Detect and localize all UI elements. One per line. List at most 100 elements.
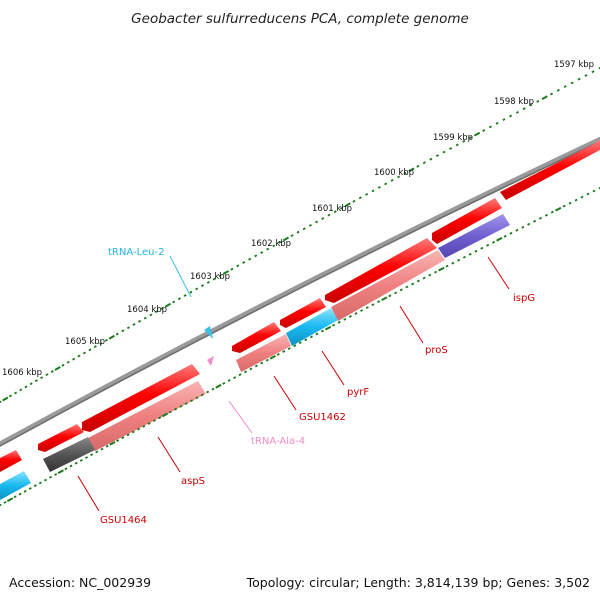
inner-track-minor-tick [348,315,352,318]
gene-forward[interactable] [82,364,200,432]
inner-track-major-tick [381,296,388,301]
label-gsu1464[interactable]: GSU1464 [100,515,147,526]
outer-track-minor-tick [248,257,252,261]
outer-track-minor-tick [390,179,394,182]
gene-gsu1464[interactable] [43,437,95,472]
inner-tick-track [0,186,600,507]
inner-track-minor-tick [126,433,130,437]
trna-ala-4-marker[interactable] [207,356,214,366]
tick-label: 1604 kbp [127,305,167,315]
outer-track-minor-tick [230,267,234,271]
outer-track-minor-tick [502,118,506,121]
inner-track-minor-tick [238,373,242,377]
inner-track-minor-tick [309,335,313,339]
inner-track-minor-tick [49,475,53,479]
label-pyrf[interactable]: pyrF [347,387,369,398]
gene-gsu1462[interactable] [236,334,291,372]
outer-track-minor-tick [50,370,54,373]
outer-track-major-tick [2,396,9,402]
inner-track-major-tick [161,412,169,418]
outer-track-minor-tick [99,342,103,345]
gene-forward[interactable] [232,322,281,353]
topology-text: Topology: circular; Length: 3,814,139 bp… [246,575,590,590]
inner-track-minor-tick [23,489,27,493]
outer-track-major-tick [541,95,548,100]
outer-track-minor-tick [242,261,246,264]
gene-forward[interactable] [280,298,326,328]
outer-track-minor-tick [468,136,472,140]
outer-track-minor-tick [327,213,331,217]
outer-track-major-tick [282,236,289,242]
outer-track-minor-tick [126,326,130,330]
outer-track-minor-tick [462,139,466,143]
outer-track-minor-tick [509,114,513,118]
inner-track-minor-tick [491,240,496,244]
outer-track-minor-tick [536,100,540,103]
outer-track-minor-tick [365,193,369,196]
outer-track-minor-tick [549,92,554,96]
outer-track-minor-tick [591,70,595,74]
inner-track-minor-tick [533,219,537,223]
inner-track-minor-tick [399,288,403,292]
inner-track-major-tick [215,383,222,389]
label-pros[interactable]: proS [425,345,448,356]
outer-track-minor-tick [358,196,362,200]
label-trna-ala-4[interactable]: tRNA-Ala-4 [251,436,305,447]
gene-forward[interactable] [38,424,84,452]
gene-reverse[interactable] [0,471,31,500]
outer-track-minor-tick [218,274,222,278]
inner-track-minor-tick [515,228,519,232]
label-asps[interactable]: aspS [181,476,205,487]
inner-track-minor-tick [13,495,17,499]
outer-track-minor-tick [77,354,81,358]
outer-track-minor-tick [104,338,108,342]
callout-pros [399,305,424,344]
gene-forward[interactable] [325,238,437,303]
callout-gsu1462 [273,375,297,411]
inner-track-minor-tick [354,312,358,315]
outer-track-major-tick [164,302,171,308]
outer-track-minor-tick [143,316,147,320]
gene-pyrf[interactable] [286,308,338,346]
inner-track-minor-tick [84,456,89,459]
inner-track-minor-tick [174,407,178,411]
outer-track-minor-tick [397,175,401,179]
inner-track-minor-tick [428,273,432,277]
inner-track-minor-tick [200,393,204,397]
outer-track-minor-tick [302,227,306,231]
label-ispg[interactable]: ispG [513,293,535,304]
inner-track-minor-tick [3,501,7,504]
gene-forward[interactable] [500,140,600,200]
outer-tick-track [0,66,600,404]
outer-track-major-tick [108,334,115,340]
outer-track-minor-tick [435,154,440,157]
label-trna-leu-2[interactable]: tRNA-Leu-2 [108,247,164,258]
outer-track-minor-tick [93,345,97,349]
gene-pros[interactable] [331,250,445,321]
inner-track-minor-tick [562,204,566,208]
inner-track-minor-tick [265,358,269,362]
inner-track-major-tick [269,355,276,360]
label-gsu1462[interactable]: GSU1462 [299,412,346,423]
tick-label: 1602 kbp [251,239,291,249]
outer-track-minor-tick [529,103,533,107]
outer-track-minor-tick [384,182,388,186]
inner-track-minor-tick [90,453,94,457]
trna-leu-2-marker[interactable] [204,326,213,339]
inner-track-minor-tick [298,341,302,345]
tick-label: 1600 kbp [374,168,414,178]
inner-track-minor-tick [227,379,231,382]
inner-track-major-tick [324,325,332,331]
gene-forward[interactable] [432,198,502,244]
outer-track-minor-tick [442,150,446,154]
gene-forward[interactable] [0,450,22,472]
gene-asps[interactable] [88,381,206,451]
inner-track-minor-tick [152,419,156,423]
reverse-strand-genes [0,214,510,500]
inner-track-minor-tick [592,189,596,193]
gene-ispg[interactable] [438,214,510,258]
outer-track-minor-tick [377,186,381,189]
inner-track-minor-tick [293,344,297,348]
inner-track-minor-tick [64,467,68,471]
genome-backbone-shadow [0,140,600,447]
